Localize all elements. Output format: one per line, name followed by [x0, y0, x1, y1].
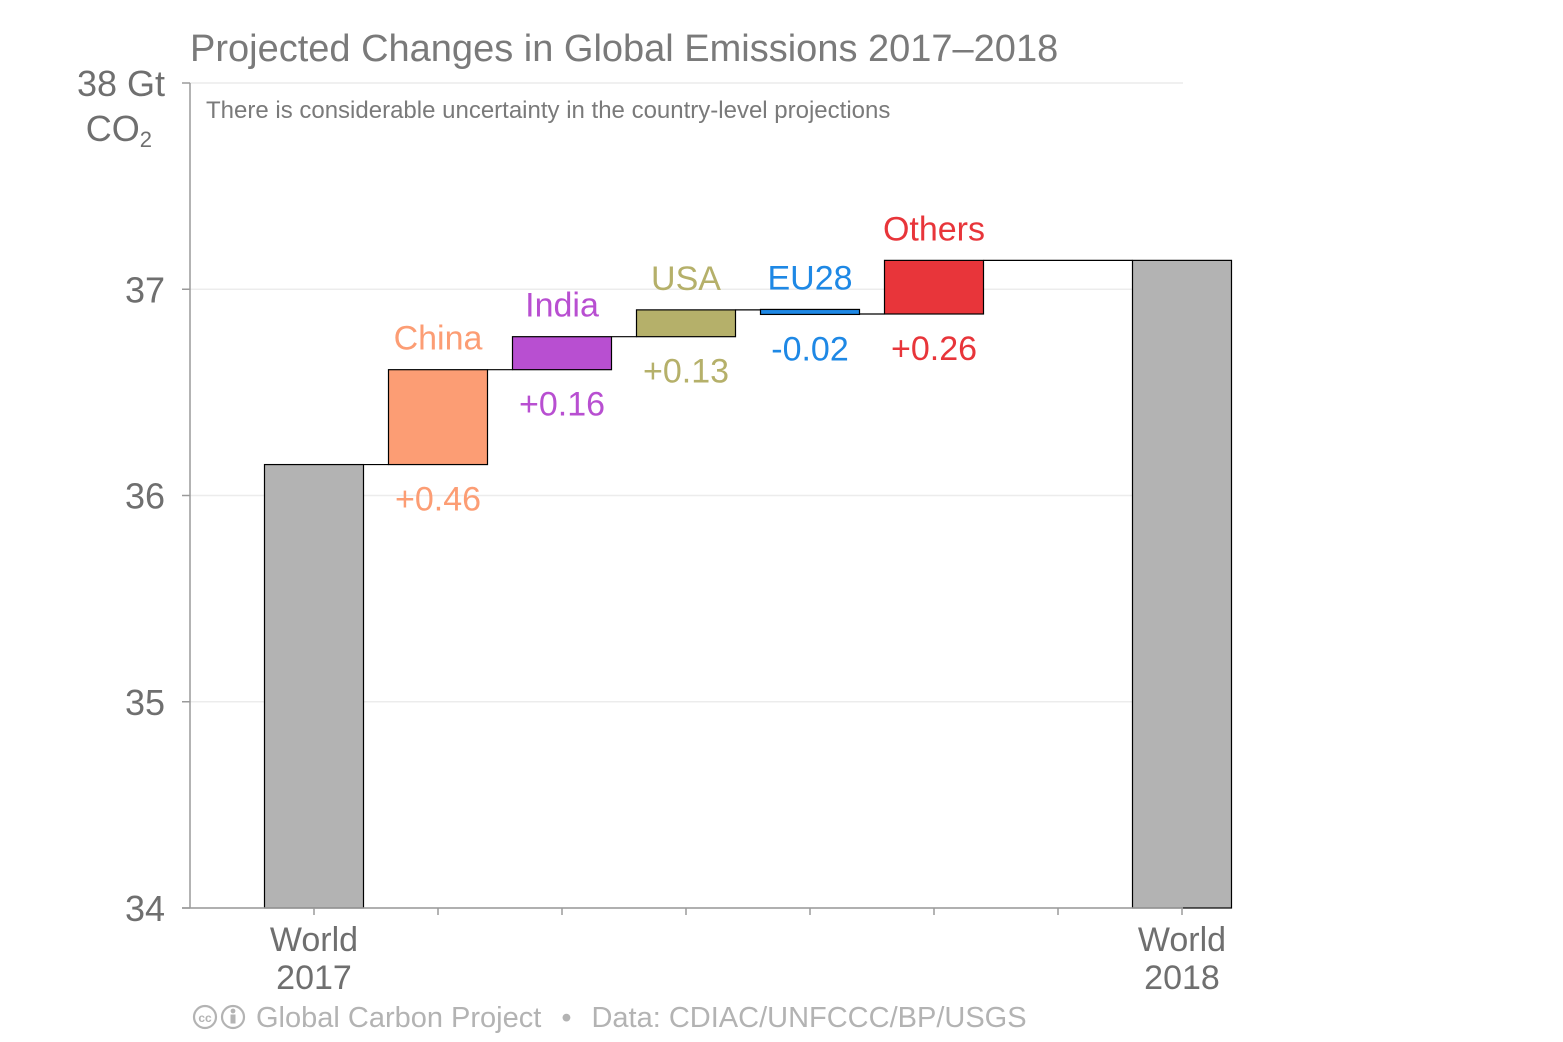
y-tick-label: 37 — [125, 269, 165, 310]
y-tick-label: 34 — [125, 888, 165, 929]
footer-source: Data: CDIAC/UNFCCC/BP/USGS — [591, 1002, 1026, 1034]
delta-label-usa: +0.13 — [643, 353, 729, 391]
delta-label-china: +0.46 — [395, 481, 481, 519]
y-unit-subscript: 2 — [140, 127, 152, 152]
delta-label-eu28: -0.02 — [771, 330, 849, 368]
category-label-china: China — [394, 320, 483, 358]
delta-label-others: +0.26 — [891, 330, 977, 368]
chart-title: Projected Changes in Global Emissions 20… — [190, 28, 1058, 70]
delta-label-india: +0.16 — [519, 386, 605, 424]
footer-separator: • — [561, 1002, 571, 1034]
chart-subtitle: There is considerable uncertainty in the… — [206, 97, 890, 124]
bars-group — [263, 259, 1233, 909]
category-label-eu28: EU28 — [767, 259, 852, 297]
y-tick-label: 35 — [125, 682, 165, 723]
bar-world-2018 — [1131, 259, 1233, 909]
category-label-usa: USA — [651, 260, 721, 298]
cc-icon: cc — [192, 1004, 218, 1030]
x-tick-label: 2017 — [276, 959, 352, 997]
y-unit-co: CO — [86, 108, 140, 149]
footer-credit: Global Carbon Project — [256, 1002, 541, 1034]
y-tick-label: 36 — [125, 476, 165, 517]
x-tick-label: World — [270, 921, 358, 959]
x-tick-label: 2018 — [1144, 959, 1220, 997]
connector-lines — [363, 259, 1133, 466]
svg-text:cc: cc — [198, 1011, 212, 1025]
y-unit-label-co2: CO2 — [86, 108, 152, 152]
bar-india — [511, 336, 613, 371]
bar-others — [883, 259, 985, 315]
attribution-icon — [220, 1004, 246, 1030]
svg-text:Global Carbon Project•Data: CD: Global Carbon Project • Data: CDIAC/UNFCCC… — [256, 1002, 1027, 1034]
y-ticks: 34 35 36 37 — [125, 82, 190, 929]
bar-usa — [635, 309, 737, 338]
y-unit-label: 38 Gt — [77, 63, 165, 104]
bar-china — [387, 369, 489, 466]
category-label-india: India — [525, 287, 599, 325]
data-labels: China +0.46 India +0.16 USA +0.13 EU28 -0.02 Oth… — [394, 210, 985, 518]
bar-world-2017 — [263, 463, 365, 909]
footer: cc Global Carbon Project • Data: CDIAC/UNF… — [192, 1002, 1027, 1034]
category-label-others: Others — [883, 210, 985, 248]
x-tick-label: World — [1138, 921, 1226, 959]
bar-eu28 — [759, 308, 861, 316]
